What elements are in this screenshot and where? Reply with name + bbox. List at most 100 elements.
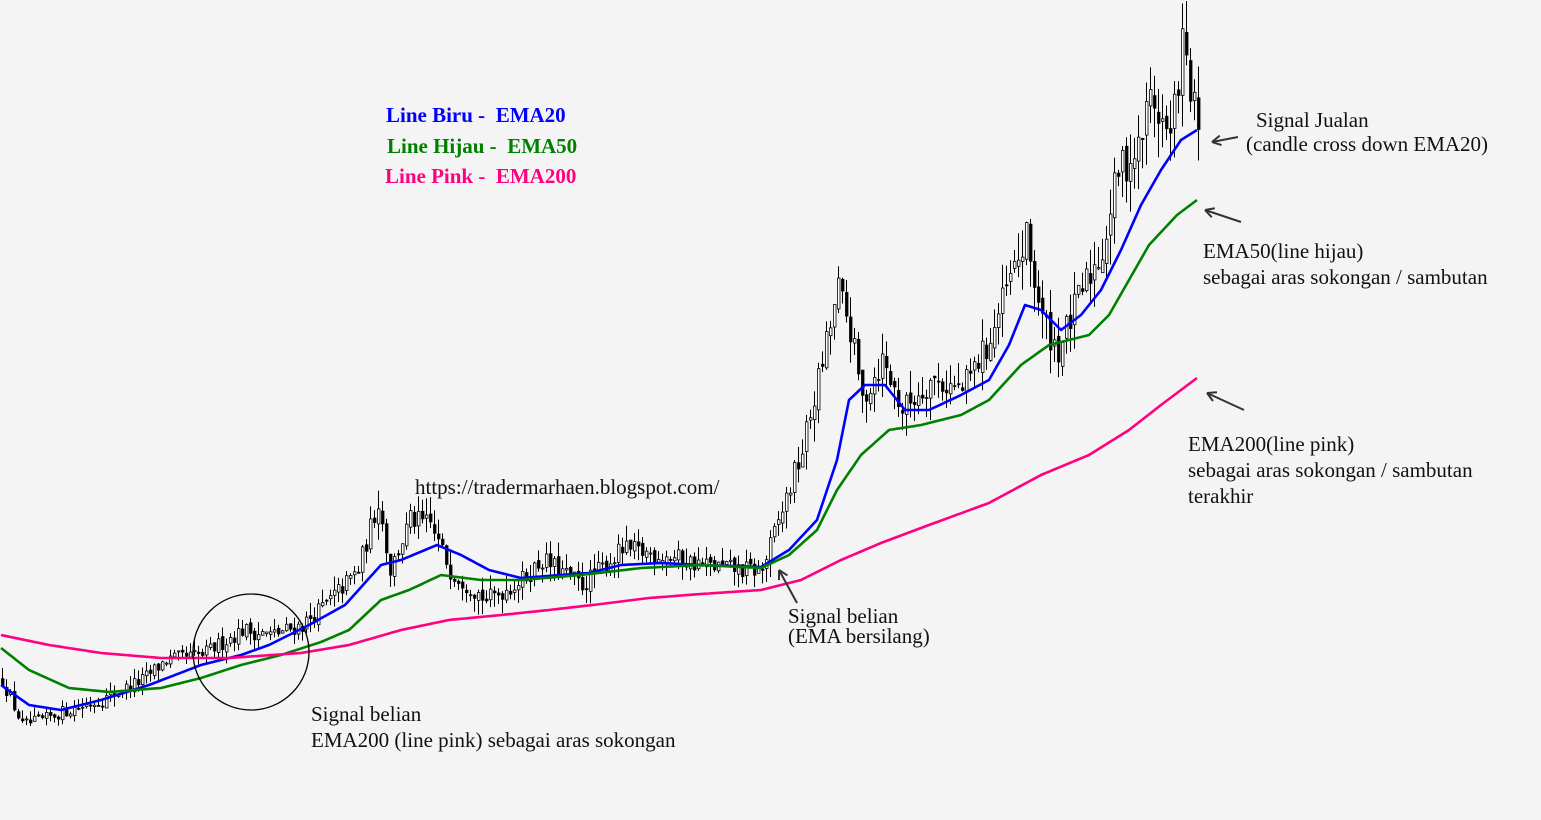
candle-up [205, 645, 209, 656]
candle-down [373, 517, 377, 523]
buy-cross-desc: (EMA bersilang) [788, 624, 930, 648]
candle-up [737, 564, 741, 575]
candle-down [433, 524, 437, 534]
candle-down [213, 642, 217, 652]
candle-up [1105, 238, 1109, 264]
candle-up [997, 313, 1001, 328]
arrow-ema200-head [1206, 391, 1218, 394]
candle-up [345, 575, 349, 591]
candle-up [1009, 273, 1013, 282]
candle-up [1193, 91, 1197, 102]
candle-up [1101, 259, 1105, 274]
legend-ema50: Line Hijau - EMA50 [387, 134, 577, 159]
candle-up [217, 638, 221, 653]
candle-down [233, 637, 237, 643]
sell-signal-desc: (candle cross down EMA20) [1246, 132, 1489, 156]
arrow-sell-signal-head [1211, 134, 1221, 143]
candle-down [901, 410, 905, 414]
candle-down [977, 362, 981, 369]
candle-up [881, 353, 885, 379]
candle-up [649, 552, 653, 555]
candle-down [797, 462, 801, 470]
candle-up [145, 670, 149, 677]
candle-down [669, 558, 673, 561]
candle-down [1037, 286, 1041, 303]
candle-up [1093, 264, 1097, 281]
candle-down [221, 636, 225, 650]
candle-up [1013, 260, 1017, 269]
candle-up [93, 704, 97, 707]
candle-up [161, 661, 165, 671]
candle-down [913, 402, 917, 406]
candle-down [733, 557, 737, 572]
candle-down [1169, 128, 1173, 134]
candle-down [629, 539, 633, 550]
candle-down [509, 590, 513, 595]
candle-up [1173, 93, 1177, 129]
candle-down [41, 715, 45, 719]
candle-up [81, 706, 85, 709]
candle-up [333, 589, 337, 596]
candle-down [493, 590, 497, 594]
candle-up [973, 361, 977, 371]
candle-up [853, 338, 857, 344]
candle-up [1001, 287, 1005, 314]
candle-up [257, 634, 261, 641]
candle-down [897, 389, 901, 407]
candle-down [1049, 312, 1053, 351]
candle-up [153, 664, 157, 676]
candle-up [237, 628, 241, 645]
candle-up [209, 643, 213, 648]
candle-down [465, 589, 469, 594]
candle-up [905, 394, 909, 415]
candle-up [545, 553, 549, 568]
candle-down [445, 545, 449, 565]
candle-down [429, 513, 433, 523]
candle-up [377, 508, 381, 525]
candle-down [437, 533, 441, 540]
candle-up [789, 492, 793, 496]
candle-up [245, 624, 249, 638]
candle-up [361, 546, 365, 573]
candle-up [513, 589, 517, 593]
candle-down [861, 369, 865, 396]
line-ema20 [0, 128, 1198, 712]
candle-down [969, 370, 973, 374]
candle-down [721, 560, 725, 565]
candle-down [309, 615, 313, 620]
candle-down [201, 652, 205, 656]
line-ema200 [0, 376, 1198, 660]
legend-label: Line Biru - [386, 103, 486, 127]
candle-up [781, 511, 785, 524]
candle-down [701, 562, 705, 565]
ema200-note-title: EMA200(line pink) [1188, 432, 1355, 456]
candle-up [417, 510, 421, 527]
candle-up [337, 584, 341, 593]
candle-up [677, 549, 681, 561]
candle-up [1073, 293, 1077, 326]
candle-down [865, 394, 869, 402]
candle-up [949, 383, 953, 395]
legend-ema20: Line Biru - EMA20 [386, 103, 566, 128]
candle-down [461, 581, 465, 589]
candle-up [837, 277, 841, 310]
candle-down [421, 510, 425, 520]
ema200-note-desc: sebagai aras sokongan / sambutan [1188, 458, 1473, 482]
line-ema50 [0, 198, 1198, 694]
candle-down [1029, 223, 1033, 262]
candle-up [801, 453, 805, 468]
candle-up [877, 379, 881, 381]
candle-down [821, 363, 825, 367]
candle-down [945, 389, 949, 394]
candle-down [77, 707, 81, 710]
candle-up [265, 631, 269, 635]
legend-value: EMA200 [495, 164, 577, 188]
candle-up [645, 550, 649, 558]
candle-down [749, 558, 753, 565]
candle-down [1185, 32, 1189, 56]
candle-up [369, 518, 373, 550]
candle-up [425, 514, 429, 519]
legend-value: EMA50 [507, 134, 578, 158]
candle-down [97, 704, 101, 707]
